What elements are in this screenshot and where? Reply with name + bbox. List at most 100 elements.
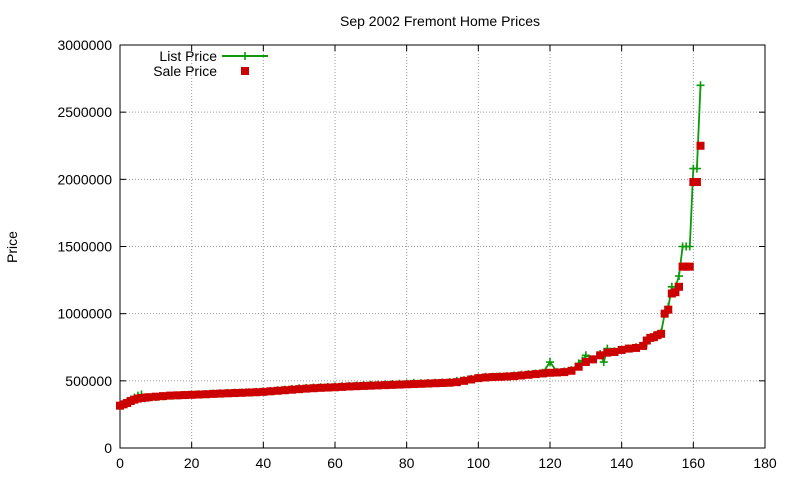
sale-price-point xyxy=(481,373,490,382)
y-tick-label: 0 xyxy=(104,440,112,456)
sale-price-point xyxy=(381,381,390,390)
sale-price-point xyxy=(388,380,397,389)
list-price-point xyxy=(696,81,705,90)
sale-price-point xyxy=(671,288,680,297)
chart-title: Sep 2002 Fremont Home Prices xyxy=(340,13,540,29)
sale-price-point xyxy=(316,383,325,392)
y-tick-label: 1000000 xyxy=(57,306,112,322)
sale-price-point xyxy=(438,378,447,387)
sale-price-point xyxy=(617,345,626,354)
sale-price-point xyxy=(245,388,253,397)
sale-price-point xyxy=(209,389,218,398)
sale-price-point xyxy=(424,379,433,388)
sale-price-point xyxy=(538,369,547,378)
sale-price-point xyxy=(302,384,311,393)
sale-price-point xyxy=(517,371,526,380)
sale-price-point xyxy=(660,309,669,318)
x-tick-label: 180 xyxy=(753,455,777,471)
legend-marker-list-price xyxy=(241,52,249,60)
sale-price-point xyxy=(596,351,605,360)
sale-price-point xyxy=(531,370,540,379)
sale-price-point xyxy=(402,380,411,389)
x-tick-label: 100 xyxy=(467,455,491,471)
list-price-point xyxy=(685,242,694,251)
y-tick-label: 500000 xyxy=(65,373,112,389)
y-tick-label: 3000000 xyxy=(57,37,112,53)
x-tick-label: 40 xyxy=(256,455,272,471)
x-tick-label: 160 xyxy=(682,455,706,471)
list-price-point xyxy=(675,272,683,281)
legend: List Price Sale Price xyxy=(153,48,268,79)
y-tick-label: 2500000 xyxy=(57,104,112,120)
sale-price-point xyxy=(173,391,182,400)
sale-price-point xyxy=(632,343,640,352)
sale-price-point xyxy=(345,382,354,391)
series-layer xyxy=(116,81,705,410)
sale-price-point xyxy=(452,378,461,387)
sale-price-point xyxy=(445,378,454,387)
sale-price-point xyxy=(553,368,562,377)
legend-label-sale-price: Sale Price xyxy=(153,63,217,79)
sale-price-point xyxy=(252,388,261,397)
sale-price-point xyxy=(273,386,282,395)
legend-marker-sale-price xyxy=(241,67,249,75)
sale-price-point xyxy=(696,141,705,150)
sale-price-point xyxy=(338,382,347,391)
sale-price-point xyxy=(280,386,289,395)
sale-price-point xyxy=(295,385,304,394)
sale-price-point xyxy=(194,390,203,399)
sale-price-point xyxy=(503,372,511,381)
sale-price-point xyxy=(657,329,666,338)
y-tick-label: 1500000 xyxy=(57,239,112,255)
sale-price-point xyxy=(331,383,339,392)
sale-price-point xyxy=(187,390,196,399)
list-price-point xyxy=(599,358,608,367)
sale-price-point xyxy=(692,178,701,187)
sale-price-point xyxy=(202,390,210,399)
legend-plus-icon xyxy=(241,52,249,60)
x-tick-label: 120 xyxy=(538,455,562,471)
sale-price-point xyxy=(288,385,296,394)
sale-price-point xyxy=(366,381,375,390)
sale-price-point xyxy=(144,393,153,402)
sale-price-point xyxy=(180,391,189,400)
sale-price-point xyxy=(675,282,683,291)
x-tick-label: 60 xyxy=(327,455,343,471)
sale-price-point xyxy=(610,347,619,356)
sale-price-point xyxy=(409,380,418,389)
sale-price-point xyxy=(359,381,368,390)
sale-price-point xyxy=(166,391,175,400)
sale-price-point xyxy=(266,387,275,396)
sale-price-point xyxy=(574,362,583,371)
list-price-point xyxy=(581,351,590,360)
sale-price-point xyxy=(560,368,569,377)
sale-price-point xyxy=(151,392,160,401)
sale-price-point xyxy=(495,372,504,381)
grid-layer xyxy=(120,45,765,448)
y-axis-label: Price xyxy=(4,231,20,263)
sale-price-point xyxy=(639,341,648,350)
sale-price-point xyxy=(510,372,519,381)
x-tick-label: 80 xyxy=(399,455,415,471)
sale-price-point xyxy=(395,380,404,389)
sale-price-point xyxy=(237,388,246,397)
axis-layer: 0 20 40 60 80 100 120 140 160 180 0 500000 1000000 15… xyxy=(57,37,776,471)
sale-price-point xyxy=(524,370,533,379)
sale-price-point xyxy=(230,389,239,398)
sale-price-point xyxy=(685,262,694,271)
list-price-line xyxy=(119,85,702,406)
list-price-point xyxy=(546,358,554,367)
y-tick-label: 2000000 xyxy=(57,171,112,187)
legend-label-list-price: List Price xyxy=(159,48,217,64)
sale-price-point xyxy=(374,381,382,390)
list-price-point xyxy=(692,164,701,173)
sale-price-point xyxy=(323,383,332,392)
x-tick-label: 0 xyxy=(116,455,124,471)
sale-price-point xyxy=(216,389,225,398)
sale-price-point xyxy=(309,384,318,393)
sale-price-point xyxy=(460,376,468,385)
sale-price-point xyxy=(664,305,673,314)
sale-price-point xyxy=(624,344,633,353)
